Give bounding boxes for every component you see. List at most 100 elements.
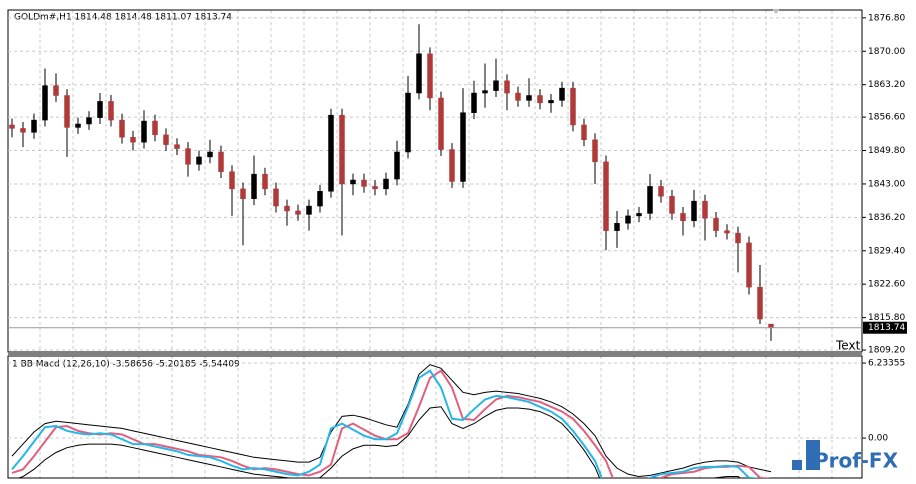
candle-body <box>768 323 774 328</box>
text-object: Text <box>835 339 861 353</box>
watermark-logo: Prof-FX <box>792 440 899 473</box>
candle-body <box>9 124 15 129</box>
candle-body <box>702 200 708 219</box>
candle-body <box>141 120 147 143</box>
candle-body <box>97 101 103 118</box>
indicator-line <box>11 369 761 478</box>
y-tick-label: 1815.80 <box>868 313 905 323</box>
indicator-line <box>16 406 742 478</box>
candle-body <box>724 230 730 234</box>
candle-body <box>482 90 488 94</box>
main-frame <box>7 9 863 353</box>
candle-body <box>647 186 653 214</box>
candle-body <box>64 95 70 128</box>
candle-body <box>680 213 686 222</box>
plot <box>11 364 772 478</box>
candle-body <box>691 200 697 222</box>
candle-body <box>515 92 521 101</box>
candle-body <box>174 144 180 149</box>
candle-body <box>273 188 279 207</box>
indicator-line <box>11 364 772 478</box>
shift-marker <box>772 9 780 14</box>
candle-body <box>394 151 400 180</box>
candle-body <box>218 151 224 172</box>
y-tick-label: 6.23355 <box>868 359 905 369</box>
candle-body <box>328 114 334 192</box>
y-tick-label: 1809.20 <box>868 346 905 356</box>
indicator-line <box>11 369 772 478</box>
indicator-header: 1 BB Macd (12,26,10) -3.58656 -5.20185 -… <box>12 360 240 370</box>
candle-body <box>581 124 587 140</box>
candle-body <box>746 242 752 288</box>
y-tick-label: 1829.40 <box>868 246 905 256</box>
candle-body <box>559 87 565 101</box>
y-tick-label: 1876.80 <box>868 13 905 23</box>
y-tick-label: 1863.20 <box>868 80 905 90</box>
candle-body <box>119 119 125 138</box>
candle-body <box>713 218 719 231</box>
candle-body <box>504 80 510 94</box>
watermark: Prof-FX <box>814 449 899 473</box>
candle-body <box>130 137 136 143</box>
plot <box>9 24 774 341</box>
candle-body <box>284 205 290 212</box>
candle-body <box>339 114 345 185</box>
candle-body <box>757 286 763 320</box>
candle-body <box>537 95 543 104</box>
candle-body <box>625 215 631 224</box>
logo-block <box>792 460 802 470</box>
candle-body <box>603 161 609 231</box>
candle-body <box>493 80 499 91</box>
indicator-frame <box>7 355 863 479</box>
candle-body <box>614 223 620 231</box>
candle-body <box>108 101 114 121</box>
candle-body <box>317 191 323 207</box>
y-tick-label: 1849.80 <box>868 146 905 156</box>
candle-body <box>240 188 246 199</box>
candle-body <box>262 173 268 190</box>
candle-body <box>427 53 433 99</box>
candle-body <box>196 156 202 165</box>
candle-body <box>669 195 675 214</box>
candle-body <box>592 139 598 163</box>
time-grid <box>39 10 833 478</box>
candle-body <box>229 171 235 190</box>
candle-body <box>405 92 411 153</box>
candle-body <box>86 117 92 125</box>
candle-body <box>636 213 642 217</box>
y-tick-label: 1856.60 <box>868 113 905 123</box>
logo-block <box>806 440 820 470</box>
candle-body <box>42 85 48 121</box>
y-tick-label: 1836.20 <box>868 213 905 223</box>
candle-body <box>372 186 378 190</box>
candle-body <box>207 151 213 158</box>
price-label: 1813.74 <box>868 323 905 333</box>
candle-body <box>548 100 554 104</box>
candle-body <box>361 179 367 187</box>
candle-body <box>75 123 81 128</box>
candle-body <box>152 120 158 136</box>
candle-body <box>570 87 576 126</box>
candle-body <box>383 178 389 190</box>
candle-body <box>31 119 37 133</box>
y-tick-label: 1870.00 <box>868 47 905 57</box>
candle-body <box>438 97 444 150</box>
y-tick-label: 0.00 <box>868 434 888 444</box>
price-label-bg <box>863 321 907 334</box>
candle-body <box>735 232 741 244</box>
candle-body <box>53 85 59 96</box>
candle-body <box>251 173 257 199</box>
candle-body <box>526 95 532 101</box>
candle-body <box>306 205 312 215</box>
candle-body <box>185 148 191 165</box>
candle-body <box>658 186 664 197</box>
candle-body <box>449 149 455 182</box>
candle-body <box>460 112 466 182</box>
candle-body <box>350 179 356 185</box>
candle-body <box>416 53 422 94</box>
y-tick-label: 1822.60 <box>868 280 905 290</box>
candle-body <box>20 128 26 133</box>
